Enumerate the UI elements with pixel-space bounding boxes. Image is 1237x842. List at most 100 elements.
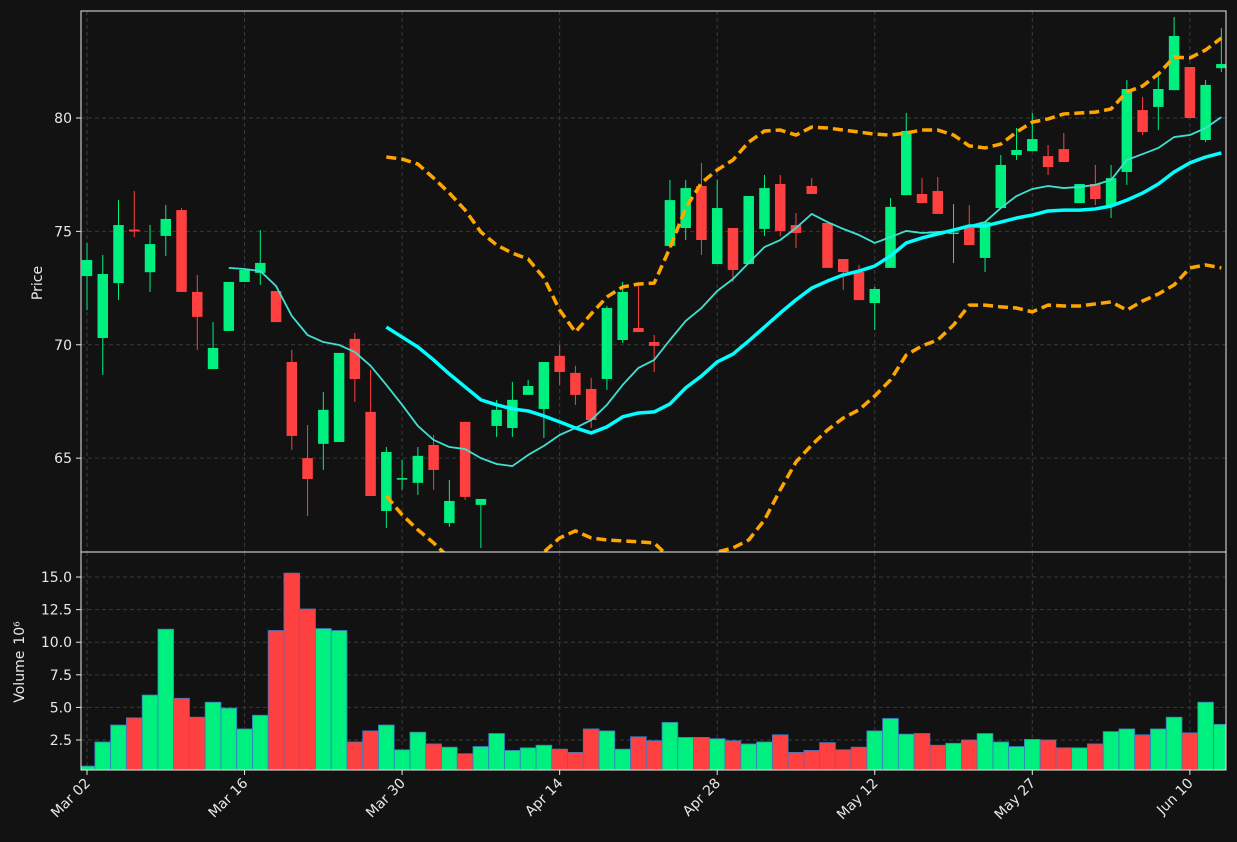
volume-bar xyxy=(630,736,647,770)
candle-body xyxy=(1105,178,1117,206)
volume-bar xyxy=(1150,728,1167,770)
candle-body xyxy=(1216,64,1226,69)
candle-body xyxy=(428,444,439,470)
candle-body xyxy=(1137,110,1148,133)
y-tick-label: 10.0 xyxy=(41,635,72,651)
candle-body xyxy=(822,223,833,268)
volume-bar xyxy=(315,628,332,770)
candle-body xyxy=(916,193,928,204)
candle-body xyxy=(1184,67,1196,119)
volume-bar xyxy=(1024,738,1041,770)
candle-body xyxy=(144,244,156,273)
y-tick-label: 7.5 xyxy=(50,668,72,684)
volume-bar xyxy=(204,701,222,770)
y-tick-label: 70 xyxy=(54,338,72,354)
candle-body xyxy=(270,291,282,323)
candle-body xyxy=(1090,184,1101,199)
candle-body xyxy=(664,200,676,246)
candle-body xyxy=(176,210,187,292)
volume-bar xyxy=(992,741,1010,770)
volume-bar xyxy=(535,744,553,770)
candle-body xyxy=(1121,88,1133,172)
candle-body xyxy=(223,281,235,331)
volume-bar xyxy=(1181,732,1199,770)
candle-body xyxy=(522,386,534,395)
volume-bar xyxy=(125,717,143,770)
volume-bar xyxy=(708,738,726,770)
candle-body xyxy=(459,421,471,497)
volume-bar xyxy=(1087,743,1104,770)
volume-bar xyxy=(1055,747,1073,770)
candle-body xyxy=(680,188,691,228)
candle-body xyxy=(932,191,944,214)
volume-bar xyxy=(456,753,474,770)
volume-bar xyxy=(929,744,947,770)
volume-bar xyxy=(976,733,994,770)
candle-body xyxy=(381,452,392,511)
volume-bar xyxy=(913,733,931,770)
volume-bar xyxy=(945,742,962,770)
candle-body xyxy=(1200,84,1211,141)
candle-body xyxy=(207,347,219,370)
volume-bar xyxy=(488,733,505,770)
overlay-line xyxy=(385,151,1222,435)
y-tick-label: 15.0 xyxy=(41,570,72,586)
volume-bar xyxy=(362,730,379,770)
volume-bar xyxy=(756,741,773,770)
y-axis-label: Price xyxy=(30,266,46,300)
volume-bar xyxy=(173,697,190,770)
volume-bar xyxy=(1008,746,1025,770)
overlay-line xyxy=(385,263,1222,552)
candle-body xyxy=(964,227,975,245)
candle-body xyxy=(853,271,865,301)
volume-bar xyxy=(614,748,631,770)
candle-body xyxy=(1058,149,1070,163)
volume-multiplier: 10⁶ xyxy=(12,621,28,645)
volume-bar xyxy=(1118,728,1136,770)
volume-bar xyxy=(582,728,600,770)
volume-bar xyxy=(236,728,253,770)
volume-bar xyxy=(157,628,175,770)
volume-bar xyxy=(1197,701,1214,770)
volume-bar xyxy=(677,737,694,770)
candle-body xyxy=(743,196,754,265)
candle-body xyxy=(507,399,518,428)
candle-body xyxy=(1168,35,1180,91)
candle-body xyxy=(302,458,313,479)
candle-body xyxy=(727,227,739,270)
volume-bar xyxy=(504,750,521,770)
candle-body xyxy=(255,262,266,273)
volume-bar xyxy=(189,716,206,770)
volume-bar xyxy=(771,734,789,770)
candle-body xyxy=(979,222,991,258)
volume-bar xyxy=(1134,734,1151,770)
volume-bar xyxy=(834,749,852,770)
volume-layer xyxy=(81,572,1226,770)
y-tick-label: 5.0 xyxy=(50,700,72,716)
volume-bar xyxy=(661,722,679,770)
candle-body xyxy=(1153,88,1164,107)
candle-body xyxy=(570,372,581,395)
candle-body xyxy=(1074,184,1085,204)
volume-bar xyxy=(1071,747,1088,770)
volume-bar xyxy=(693,737,710,770)
volume-bar xyxy=(567,751,584,770)
y-tick-label: 12.5 xyxy=(41,603,72,619)
candle-body xyxy=(806,186,817,194)
volume-bar xyxy=(961,739,978,770)
volume-bar xyxy=(346,741,364,770)
candle-body xyxy=(554,355,565,372)
candle-body xyxy=(759,188,770,229)
candle-body xyxy=(318,409,329,444)
y-tick-label: 80 xyxy=(54,111,72,127)
candle-body xyxy=(869,288,880,304)
candle-body xyxy=(349,338,361,379)
candle-layer xyxy=(81,17,1226,548)
volume-bar xyxy=(330,630,348,770)
volume-bar xyxy=(141,694,159,770)
volume-bar xyxy=(866,730,884,770)
candle-body xyxy=(286,361,298,436)
y-tick-label: 2.5 xyxy=(50,733,72,749)
candle-body xyxy=(901,130,912,196)
